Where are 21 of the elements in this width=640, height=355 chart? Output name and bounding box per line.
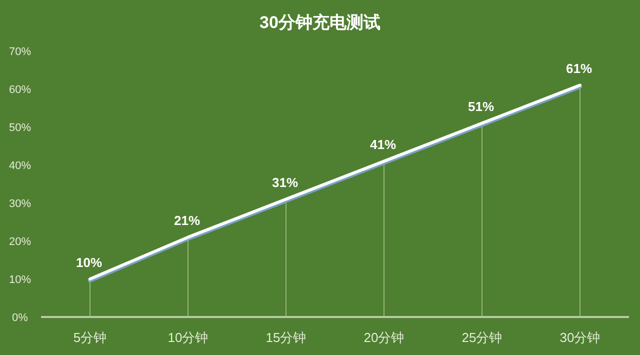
chart-title: 30分钟充电测试 <box>260 13 380 32</box>
x-tick-label: 10分钟 <box>168 330 208 345</box>
y-tick-label: 10% <box>8 274 32 286</box>
data-label: 61% <box>566 61 592 76</box>
data-label: 31% <box>272 175 298 190</box>
x-tick-label: 20分钟 <box>364 330 404 345</box>
x-tick-label: 25分钟 <box>462 330 502 345</box>
x-tick-label: 5分钟 <box>73 330 107 345</box>
x-tick-label: 15分钟 <box>266 330 306 345</box>
y-tick-label: 0% <box>12 312 28 324</box>
data-label: 41% <box>370 137 396 152</box>
y-tick-label: 70% <box>8 46 32 58</box>
y-tick-label: 40% <box>8 160 32 172</box>
data-label: 10% <box>76 255 102 270</box>
y-tick-label: 50% <box>8 122 32 134</box>
y-tick-label: 20% <box>8 236 32 248</box>
data-label: 21% <box>174 213 200 228</box>
data-label: 51% <box>468 99 494 114</box>
x-tick-label: 30分钟 <box>560 330 600 345</box>
y-tick-label: 60% <box>8 84 32 96</box>
y-tick-label: 30% <box>8 198 32 210</box>
